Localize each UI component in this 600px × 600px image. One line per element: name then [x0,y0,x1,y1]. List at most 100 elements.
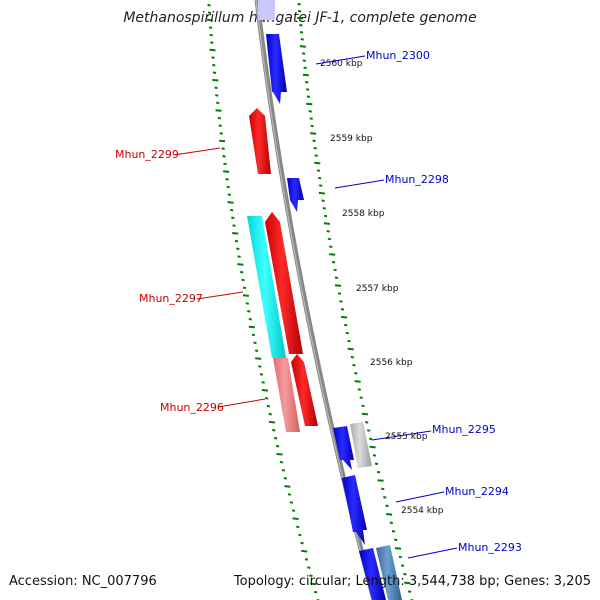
outer-tick-mark [234,239,239,243]
outer-tick-mark [212,71,217,74]
outer-tick-mark [283,477,288,480]
outer-tick-mark [206,18,214,22]
inner-tick-mark [344,323,348,327]
outer-tick-mark [247,310,251,313]
outer-tick-mark [310,582,317,586]
outer-tick-mark [268,412,272,416]
inner-tick-mark [308,110,312,113]
outer-tick-mark [219,139,226,143]
inner-tick-mark [339,300,343,303]
inner-tick-mark [361,404,365,408]
inner-tick-mark [365,421,369,424]
outer-tick-mark [209,48,216,52]
gene-mhun-2294[interactable] [342,475,367,545]
outer-tick-mark [281,469,286,472]
label-mhun-2295[interactable]: Mhun_2295 [432,423,496,436]
inner-tick-mark [299,31,304,34]
inner-tick-mark [404,581,411,585]
outer-tick-mark [232,232,239,235]
inner-tick-mark [317,176,322,180]
inner-tick-mark [313,146,317,150]
outer-tick-mark [261,389,268,392]
outer-tick-mark [276,452,283,456]
gene-mhun-2298[interactable] [287,178,304,212]
inner-tick-mark [391,530,396,533]
outer-tick-mark [309,574,313,577]
label-mhun-2298[interactable]: Mhun_2298 [385,173,449,186]
outer-tick-mark [231,216,235,220]
outer-tick-mark [210,41,214,44]
outer-tick-mark [292,517,299,520]
inner-tick-mark [394,547,402,550]
inner-tick-mark [299,23,303,27]
outer-tick-mark [255,357,262,360]
inner-tick-mark [345,331,349,335]
outer-tick-mark [222,155,226,158]
outer-tick-mark [291,509,296,512]
outer-tick-mark [279,460,284,464]
gene-features [247,0,402,600]
outer-tick-mark [304,558,309,561]
outer-tick-mark [242,294,249,297]
gene-cyan-feature[interactable] [247,216,286,358]
inner-tick-mark [376,470,381,474]
gene-top-partial[interactable] [258,0,275,20]
label-mhun-2294[interactable]: Mhun_2294 [445,485,509,498]
outer-tick-mark [300,541,304,545]
gene-mhun-2300[interactable] [266,34,287,104]
outer-tick-mark [209,33,213,37]
inner-tick-mark [302,59,306,62]
inner-tick-mark [323,222,330,225]
outer-tick-mark [296,525,300,529]
label-mhun-2297[interactable]: Mhun_2297 [139,292,203,305]
outer-tick-mark [212,63,216,67]
kbp-label-2554: 2554 kbp [401,506,444,516]
label-mhun-2300[interactable]: Mhun_2300 [366,49,430,62]
gene-pink-feature[interactable] [273,358,300,432]
inner-tick-mark [316,169,321,172]
outer-tick-mark [211,56,215,59]
outer-tick-mark [236,247,240,251]
inner-tick-mark [400,564,405,567]
outer-tick-mark [207,11,212,14]
topology-text: Topology: circular; Length: 3,544,738 bp… [233,574,591,589]
gene-mhun-2299[interactable] [249,108,271,174]
label-mhun-2296[interactable]: Mhun_2296 [160,401,224,414]
outer-tick-mark [266,404,271,408]
outer-tick-mark [219,132,223,135]
label-mhun-2293[interactable]: Mhun_2293 [458,541,522,554]
gene-mhun-2295[interactable] [333,426,354,470]
inner-tick-mark [299,45,306,48]
inner-tick-mark [309,117,313,120]
inner-tick-mark [359,396,363,399]
inner-tick-mark [310,124,314,128]
outer-tick-mark [289,501,294,504]
inner-tick-mark [381,487,385,491]
gene-grey-feature[interactable] [350,422,372,468]
inner-tick-mark [334,284,342,287]
leader-mhun-2300 [315,55,366,65]
inner-tick-mark [319,184,323,187]
outer-tick-mark [254,349,259,352]
inner-tick-mark [312,139,316,143]
outer-tick-mark [264,397,269,400]
outer-tick-mark [261,381,265,384]
inner-tick-mark [310,132,317,135]
tick-rings [206,2,414,600]
kbp-label-2559: 2559 kbp [330,134,373,144]
gene-mhun-2297[interactable] [265,212,303,354]
gene-steel-feature[interactable] [376,545,402,600]
inner-tick-mark [394,538,398,542]
outer-tick-mark [225,178,229,181]
inner-tick-mark [297,2,301,6]
inner-tick-mark [367,429,371,432]
inner-tick-mark [368,437,373,441]
label-mhun-2299[interactable]: Mhun_2299 [115,148,179,161]
inner-tick-mark [326,230,330,233]
outer-tick-mark [223,162,227,166]
gene-mhun-2296[interactable] [291,354,318,426]
outer-tick-mark [237,263,244,266]
inner-tick-mark [361,412,368,416]
gene-mhun-2293[interactable] [359,548,386,600]
